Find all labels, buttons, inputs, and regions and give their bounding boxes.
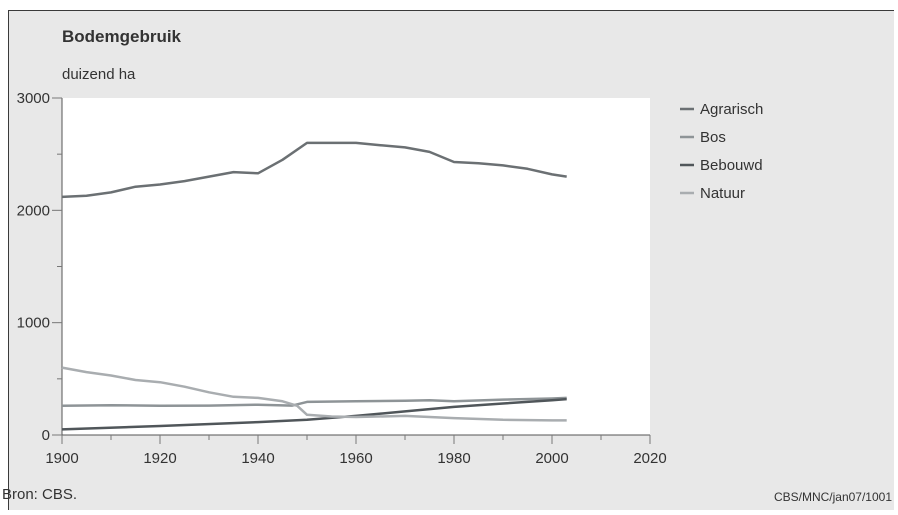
series-line-bos (61, 396, 567, 408)
x-tick-label: 1960 (339, 450, 372, 467)
series-line-bebouwd (61, 397, 567, 431)
x-tick-label: 2000 (535, 450, 568, 467)
x-tick-label: 2020 (633, 450, 666, 467)
plot-area (62, 98, 650, 435)
legend-label-natuur: Natuur (700, 185, 745, 202)
credit-note: CBS/MNC/jan07/1001 (773, 490, 892, 504)
legend-label-bebouwd: Bebouwd (700, 157, 763, 174)
series-line-natuur (61, 366, 567, 422)
y-tick-label: 3000 (17, 90, 50, 107)
y-tick-label: 1000 (17, 315, 50, 332)
legend-label-agrarisch: Agrarisch (700, 101, 763, 118)
x-tick-label: 1920 (143, 450, 176, 467)
y-tick-label: 0 (42, 427, 50, 444)
x-tick-label: 1900 (45, 450, 78, 467)
legend-label-bos: Bos (700, 129, 726, 146)
x-tick-label: 1980 (437, 450, 470, 467)
source-note: Bron: CBS. (2, 486, 78, 503)
y-axis-unit: duizend ha (62, 66, 136, 83)
series-line-agrarisch (61, 141, 567, 199)
chart-title: Bodemgebruik (62, 27, 182, 46)
y-tick-label: 2000 (17, 202, 50, 219)
x-tick-label: 1940 (241, 450, 274, 467)
